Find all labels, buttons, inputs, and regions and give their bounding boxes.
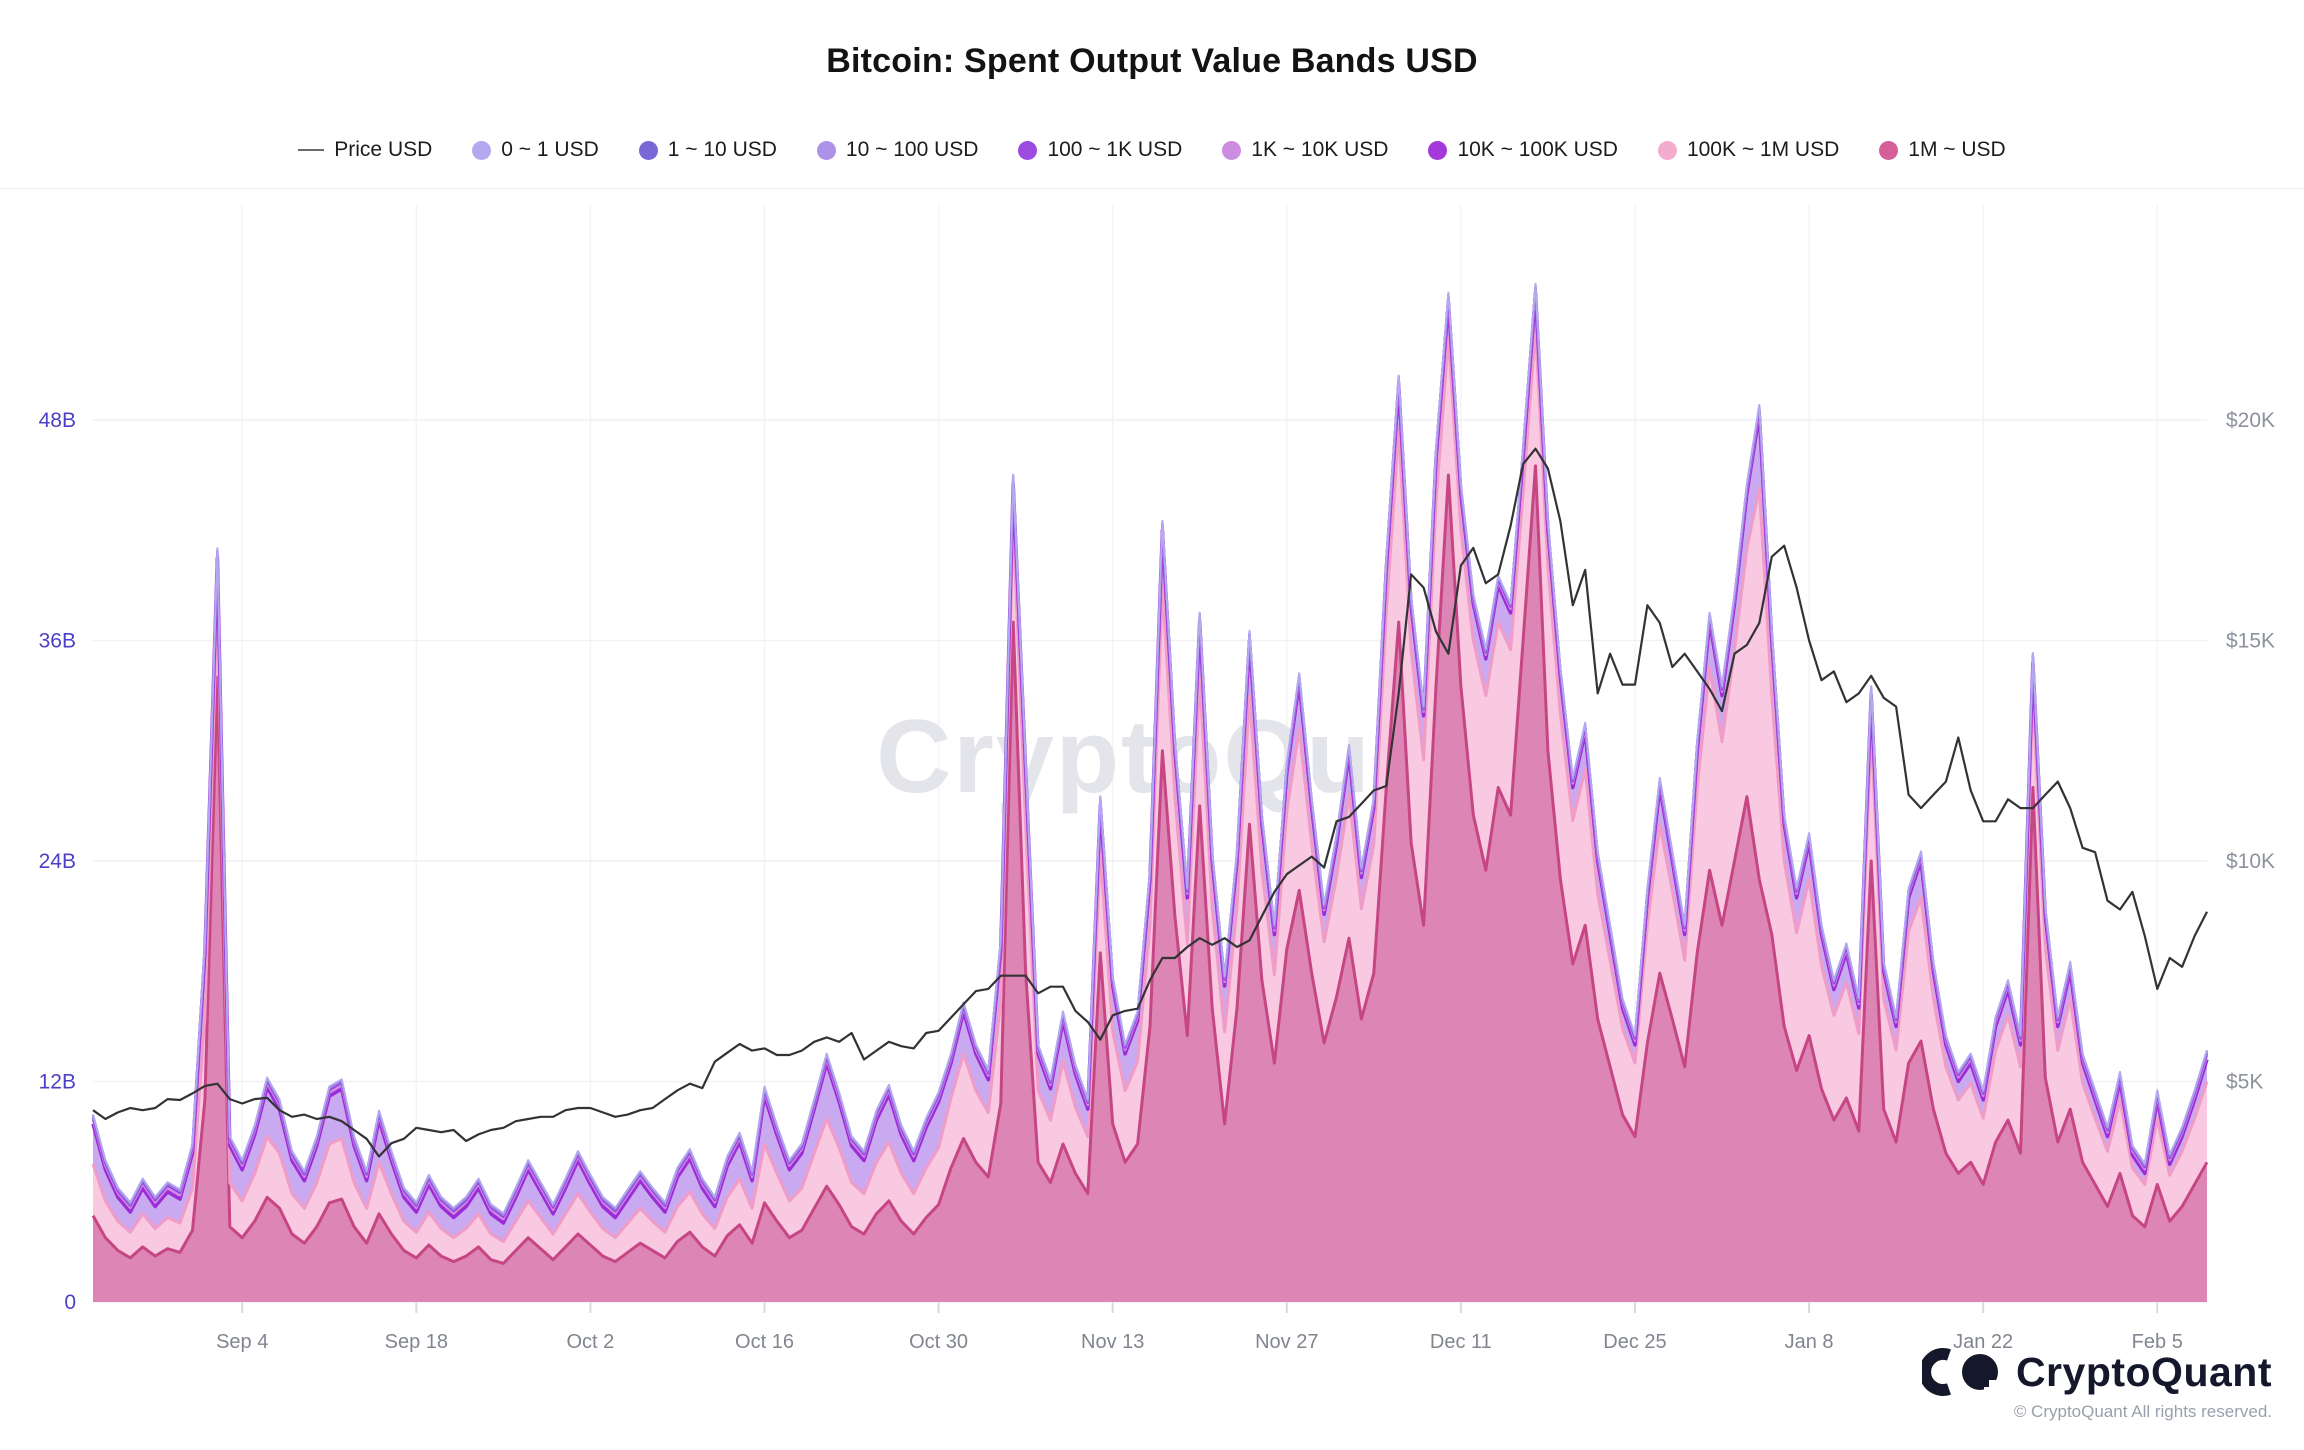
legend-item-1-10-usd[interactable]: 1 ~ 10 USD — [638, 138, 777, 162]
svg-text:$20K: $20K — [2226, 409, 2275, 432]
svg-text:Oct 30: Oct 30 — [909, 1331, 968, 1353]
band-edge-100k-1m-usd — [91, 326, 2209, 1243]
copyright-text: © CryptoQuant All rights reserved. — [2013, 1402, 2272, 1421]
svg-text:Sep 4: Sep 4 — [216, 1331, 268, 1353]
legend-color-dot — [472, 140, 492, 160]
svg-text:Oct 16: Oct 16 — [735, 1331, 794, 1353]
svg-text:Feb 5: Feb 5 — [2132, 1331, 2183, 1353]
band-strokes — [91, 282, 2209, 1265]
page-title: Bitcoin: Spent Output Value Bands USD — [826, 42, 1478, 80]
legend-item-10-100-usd[interactable]: 10 ~ 100 USD — [816, 138, 979, 162]
legend-color-dot — [1222, 140, 1242, 160]
legend-item-1k-10k-usd[interactable]: 1K ~ 10K USD — [1222, 138, 1388, 162]
svg-text:Jan 8: Jan 8 — [1785, 1331, 1834, 1353]
svg-text:0: 0 — [64, 1291, 76, 1314]
svg-text:12B: 12B — [39, 1071, 76, 1094]
svg-text:48B: 48B — [39, 409, 76, 432]
svg-text:Nov 27: Nov 27 — [1255, 1331, 1318, 1353]
legend-label: 1K ~ 10K USD — [1251, 138, 1389, 161]
svg-text:24B: 24B — [39, 850, 76, 873]
svg-text:36B: 36B — [39, 630, 76, 653]
legend-label: 10K ~ 100K USD — [1457, 138, 1618, 161]
legend-item-10k-100k-usd[interactable]: 10K ~ 100K USD — [1428, 138, 1618, 162]
svg-text:$10K: $10K — [2226, 850, 2275, 873]
brand-name: CryptoQuant — [2015, 1348, 2272, 1395]
footer: CryptoQuant © CryptoQuant All rights res… — [1921, 1348, 2272, 1422]
svg-text:Oct 2: Oct 2 — [567, 1331, 615, 1353]
legend-label: 100K ~ 1M USD — [1686, 138, 1840, 161]
band-edge-1m-usd — [91, 464, 2209, 1265]
legend-color-dot — [816, 140, 836, 160]
legend-item-100k-1m-usd[interactable]: 100K ~ 1M USD — [1657, 138, 1840, 162]
y-right-axis-labels: $5K $10K $15K $20K — [2226, 409, 2275, 1094]
chart-legend: Price USD 0 ~ 1 USD 1 ~ 10 USD 10 ~ 100 USD… — [0, 138, 2304, 189]
legend-label: Price USD — [334, 138, 433, 161]
legend-label: 1 ~ 10 USD — [667, 138, 777, 161]
legend-label: 1M ~ USD — [1908, 138, 2006, 161]
price-line — [92, 447, 2208, 1158]
legend-label: 0 ~ 1 USD — [501, 138, 599, 161]
svg-text:$15K: $15K — [2226, 630, 2275, 653]
brand-row: CryptoQuant — [1921, 1348, 2272, 1396]
y-left-axis-labels: 0 12B 24B 36B 48B — [39, 409, 76, 1314]
svg-text:Nov 13: Nov 13 — [1081, 1331, 1144, 1353]
legend-color-dot — [1657, 140, 1677, 160]
band-fills — [93, 283, 2207, 1302]
svg-text:Dec 25: Dec 25 — [1603, 1331, 1666, 1353]
price-line-marker — [298, 149, 325, 151]
x-axis-ticks — [241, 1302, 2159, 1313]
band-fill-100k-1m-usd — [93, 328, 2207, 1264]
band-fill-1m-usd — [93, 465, 2207, 1302]
legend-item-1m-usd[interactable]: 1M ~ USD — [1879, 138, 2006, 162]
band-edge-0-1-usd — [92, 282, 2208, 1215]
legend-item-100-1k-usd[interactable]: 100 ~ 1K USD — [1018, 138, 1182, 162]
legend-color-dot — [1018, 140, 1038, 160]
legend-label: 10 ~ 100 USD — [845, 138, 979, 161]
x-axis-labels: Sep 4 Sep 18 Oct 2 Oct 16 Oct 30 Nov 13 Nov 27… — [216, 1331, 2183, 1353]
svg-text:$5K: $5K — [2226, 1071, 2263, 1094]
svg-text:Dec 11: Dec 11 — [1430, 1331, 1492, 1353]
legend-color-dot — [638, 140, 658, 160]
legend-color-dot — [1428, 140, 1448, 160]
legend-color-dot — [1879, 140, 1899, 160]
svg-text:Sep 18: Sep 18 — [385, 1331, 448, 1353]
legend-label: 100 ~ 1K USD — [1047, 138, 1183, 161]
cryptoquant-logo-icon — [1921, 1348, 1998, 1396]
legend-item-0-1-usd[interactable]: 0 ~ 1 USD — [472, 138, 599, 162]
svg-text:Jan 22: Jan 22 — [1953, 1331, 2013, 1353]
legend-item-price-usd[interactable]: Price USD — [298, 138, 432, 162]
